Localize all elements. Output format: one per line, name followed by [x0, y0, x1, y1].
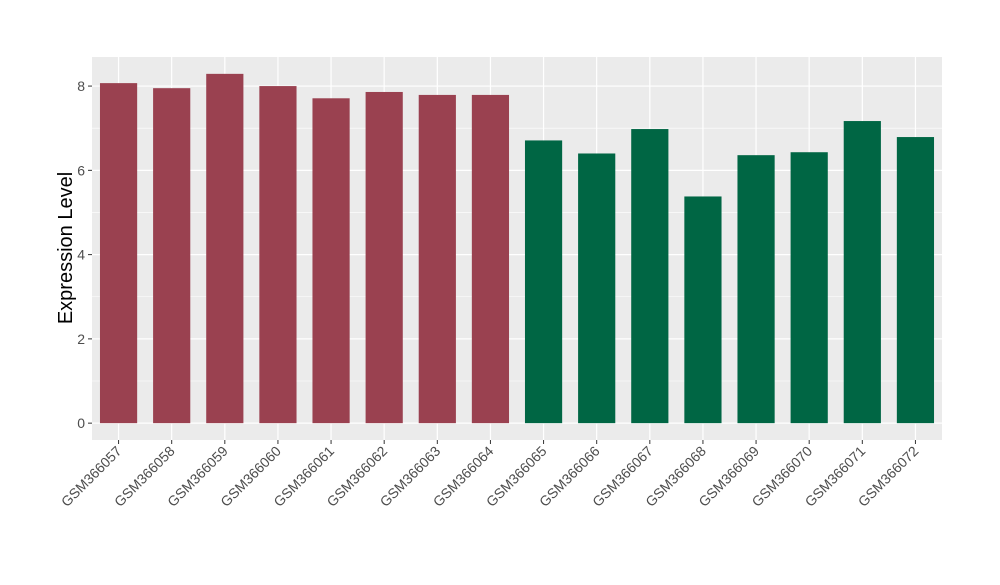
y-tick-label: 6	[77, 162, 85, 178]
bar-GSM366060	[259, 86, 297, 424]
y-axis: 0 2 4 6 8	[77, 78, 92, 431]
bar-GSM366064	[471, 94, 510, 424]
y-tick-label: 2	[77, 331, 85, 347]
bar-GSM366061	[312, 98, 350, 424]
bar-GSM366068	[684, 196, 722, 424]
y-tick-label: 4	[77, 247, 85, 263]
bar-GSM366071	[843, 121, 881, 424]
bar-GSM366058	[153, 88, 191, 424]
bar-GSM366070	[790, 152, 828, 424]
y-tick-label: 0	[77, 415, 85, 431]
y-axis-label: Expression Level	[55, 172, 77, 324]
bar-GSM366065	[524, 140, 563, 424]
bar-GSM366067	[631, 129, 669, 424]
bar-GSM366062	[365, 91, 403, 424]
y-tick-label: 8	[77, 78, 85, 94]
bar-GSM366059	[206, 73, 244, 424]
bar-GSM366072	[896, 137, 935, 424]
x-axis: GSM366057GSM366058GSM366059GSM366060GSM3…	[58, 440, 922, 510]
bar-GSM366063	[418, 94, 456, 424]
bar-GSM366069	[737, 155, 775, 424]
bar-GSM366057	[99, 83, 138, 424]
bar-GSM366066	[578, 153, 616, 424]
bars	[99, 73, 935, 424]
